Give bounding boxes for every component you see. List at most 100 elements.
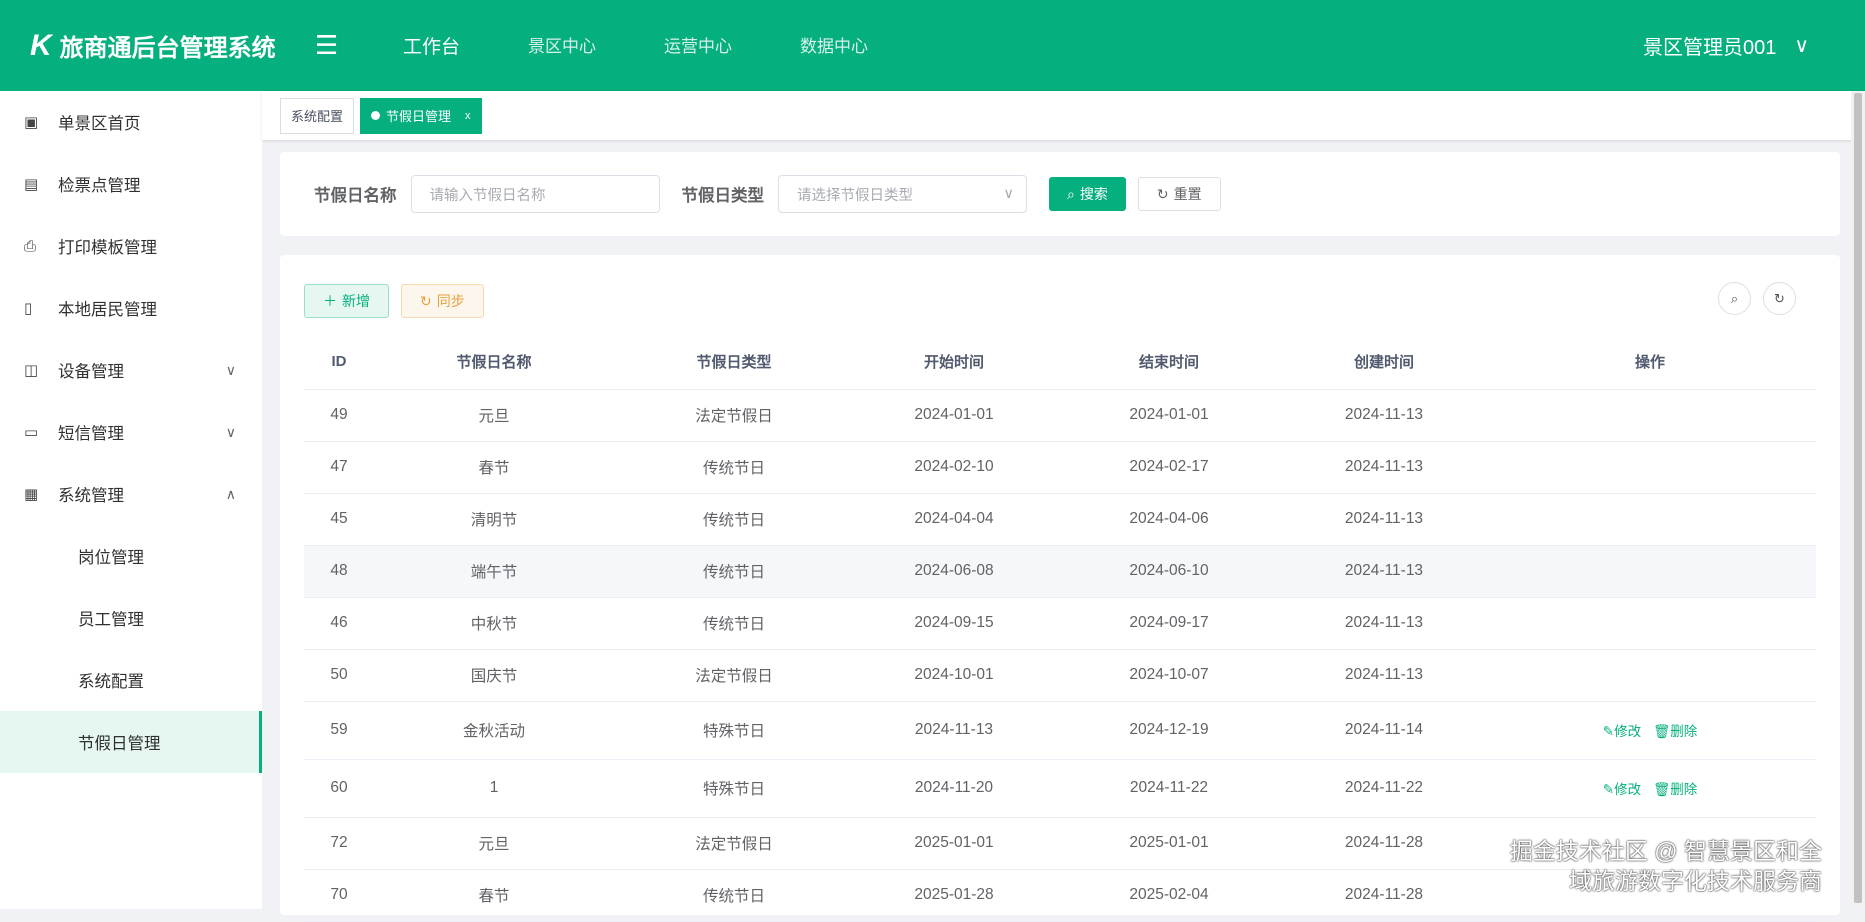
actions-cell xyxy=(1484,389,1816,442)
table-cell: 59 xyxy=(304,701,374,760)
placeholder: 请选择节假日类型 xyxy=(797,187,913,204)
table-card: ＋新增 ↻ 同步 ⌕ ↻ ID 节假日名称 节假日类型 开始时间 结束时间 创建时间 操作 4… xyxy=(280,255,1840,922)
sidebar-subitem[interactable]: 节假日管理 xyxy=(0,711,262,773)
chevron-up-icon: ∧ xyxy=(225,485,236,502)
table-cell: 2024-09-15 xyxy=(854,597,1054,650)
sidebar-item-label: 系统管理 xyxy=(58,487,124,505)
nav-workbench[interactable]: 工作台 xyxy=(403,37,461,58)
holiday-type-label: 节假日类型 xyxy=(681,187,765,205)
actions-cell: ✎修改 🗑︎删除 xyxy=(1484,759,1816,818)
reset-button[interactable]: ↻ 重置 xyxy=(1137,177,1221,211)
close-icon[interactable]: x xyxy=(465,109,471,122)
edit-icon: ✎ xyxy=(1602,781,1615,797)
table-cell: 中秋节 xyxy=(374,597,614,650)
sidebar-item[interactable]: ▯ 本地居民管理 xyxy=(0,277,262,339)
table-cell: 2024-01-01 xyxy=(854,389,1054,442)
nav-operation-center[interactable]: 运营中心 xyxy=(664,37,733,56)
search-icon: ⌕ xyxy=(1067,185,1075,202)
table-cell: 2024-02-10 xyxy=(854,441,1054,494)
message-icon: ▭ xyxy=(24,424,39,441)
holiday-table: ID 节假日名称 节假日类型 开始时间 结束时间 创建时间 操作 49 元旦 法定节假日 2024… xyxy=(304,335,1816,922)
table-cell: 传统节日 xyxy=(614,869,854,922)
table-cell: 2024-10-07 xyxy=(1054,649,1284,702)
actions-cell xyxy=(1484,441,1816,494)
table-cell: 2024-10-01 xyxy=(854,649,1054,702)
table-cell: 传统节日 xyxy=(614,597,854,650)
table-cell: 传统节日 xyxy=(614,441,854,494)
sidebar-subitem[interactable]: 员工管理 xyxy=(0,587,262,649)
table-cell: 2024-06-10 xyxy=(1054,545,1284,598)
add-button[interactable]: ＋ 新增 xyxy=(304,284,389,318)
sidebar-item[interactable]: ▭ 短信管理 ∨ xyxy=(0,401,262,463)
table-cell: 元旦 xyxy=(374,389,614,442)
table-cell: 50 xyxy=(304,649,374,702)
sync-button[interactable]: ↻ 同步 xyxy=(401,284,484,318)
table-cell: 春节 xyxy=(374,441,614,494)
table-row: 49 元旦 法定节假日 2024-01-01 2024-01-01 2024-11-13 xyxy=(304,389,1816,442)
button-label: 搜索 xyxy=(1079,186,1108,202)
tab-system-config[interactable]: 系统配置 xyxy=(280,97,355,134)
table-row: 47 春节 传统节日 2024-02-10 2024-02-17 2024-11-13 xyxy=(304,441,1816,494)
table-cell: 2024-11-22 xyxy=(1284,759,1484,818)
table-cell: 2024-01-01 xyxy=(1054,389,1284,442)
table-cell: 46 xyxy=(304,597,374,650)
table-cell: 1 xyxy=(374,759,614,818)
sidebar-item[interactable]: ▦ 系统管理 ∧ xyxy=(0,463,262,525)
table-cell: 2025-01-01 xyxy=(854,817,1054,870)
watermark: 掘金技术社区 @ 智慧景区和全域旅游数字化技术服务商 xyxy=(1509,838,1822,894)
sidebar-subitem[interactable]: 系统配置 xyxy=(0,649,262,711)
sidebar-item[interactable]: ▣ 单景区首页 xyxy=(0,91,262,153)
table-cell: 2024-11-13 xyxy=(1284,493,1484,546)
sidebar-item-label: 短信管理 xyxy=(58,425,124,443)
logo-mark: K xyxy=(30,28,52,62)
sidebar-item[interactable]: ▤ 检票点管理 xyxy=(0,153,262,215)
refresh-icon: ↻ xyxy=(1156,185,1169,202)
holiday-type-select[interactable]: 请选择节假日类型 ∨ xyxy=(778,175,1027,213)
delete-button[interactable]: 🗑︎删除 xyxy=(1653,782,1697,797)
sidebar-item[interactable]: ⎙ 打印模板管理 xyxy=(0,215,262,277)
table-cell: 2025-01-01 xyxy=(1054,817,1284,870)
table-row: 46 中秋节 传统节日 2024-09-15 2024-09-17 2024-11-13 xyxy=(304,597,1816,650)
table-cell: 2024-06-08 xyxy=(854,545,1054,598)
edit-button[interactable]: ✎修改 xyxy=(1603,724,1641,739)
chevron-down-icon: ∨ xyxy=(1003,186,1014,202)
table-cell: 法定节假日 xyxy=(614,817,854,870)
box-icon: ▦ xyxy=(24,486,39,503)
table-row: 45 清明节 传统节日 2024-04-04 2024-04-06 2024-11-13 xyxy=(304,493,1816,546)
top-header: K 旅商通后台管理系统 ☰ 工作台 景区中心 运营中心 数据中心 景区管理员001… xyxy=(0,0,1865,91)
search-form: 节假日名称 请输入节假日名称 节假日类型 请选择节假日类型 ∨ ⌕ 搜索 ↻ 重置 xyxy=(280,152,1840,236)
table-cell: 2024-09-17 xyxy=(1054,597,1284,650)
nav-data-center[interactable]: 数据中心 xyxy=(800,37,869,56)
nav-scenic-center[interactable]: 景区中心 xyxy=(528,37,597,56)
holiday-name-input[interactable]: 请输入节假日名称 xyxy=(410,175,660,213)
delete-button[interactable]: 🗑︎删除 xyxy=(1653,724,1697,739)
table-cell: 2024-11-13 xyxy=(854,701,1054,760)
chevron-down-icon: ∨ xyxy=(225,423,236,440)
column-header: 开始时间 xyxy=(854,335,1054,390)
scrollbar-thumb[interactable] xyxy=(1854,93,1862,903)
button-label: 删除 xyxy=(1670,723,1698,739)
edit-icon: ✎ xyxy=(1602,723,1615,739)
holiday-name-label: 节假日名称 xyxy=(314,187,397,205)
chevron-down-icon: ∨ xyxy=(225,361,236,378)
tab-holiday-management[interactable]: 节假日管理 x xyxy=(360,97,482,134)
table-cell: 国庆节 xyxy=(374,649,614,702)
button-label: 重置 xyxy=(1173,186,1202,202)
actions-cell xyxy=(1484,545,1816,598)
device-icon: ◫ xyxy=(24,362,39,379)
table-row: 59 金秋活动 特殊节日 2024-11-13 2024-12-19 2024-11-14… xyxy=(304,701,1816,760)
user-menu[interactable]: 景区管理员001 ∨ xyxy=(1643,31,1809,60)
table-cell: 2024-04-06 xyxy=(1054,493,1284,546)
toggle-search-icon[interactable]: ⌕ xyxy=(1718,282,1751,315)
sidebar-subitem[interactable]: 岗位管理 xyxy=(0,525,262,587)
sidebar-item[interactable]: ◫ 设备管理 ∨ xyxy=(0,339,262,401)
id-card-icon: ▯ xyxy=(24,300,33,317)
table-row: 50 国庆节 法定节假日 2024-10-01 2024-10-07 2024-11-13 xyxy=(304,649,1816,702)
sidebar-item-label: 系统配置 xyxy=(78,673,144,691)
menu-collapse-icon[interactable]: ☰ xyxy=(315,30,339,60)
refresh-table-icon[interactable]: ↻ xyxy=(1763,282,1796,315)
table-cell: 2024-11-22 xyxy=(1054,759,1284,818)
table-cell: 48 xyxy=(304,545,374,598)
edit-button[interactable]: ✎修改 xyxy=(1603,782,1641,797)
search-button[interactable]: ⌕ 搜索 xyxy=(1049,177,1126,211)
